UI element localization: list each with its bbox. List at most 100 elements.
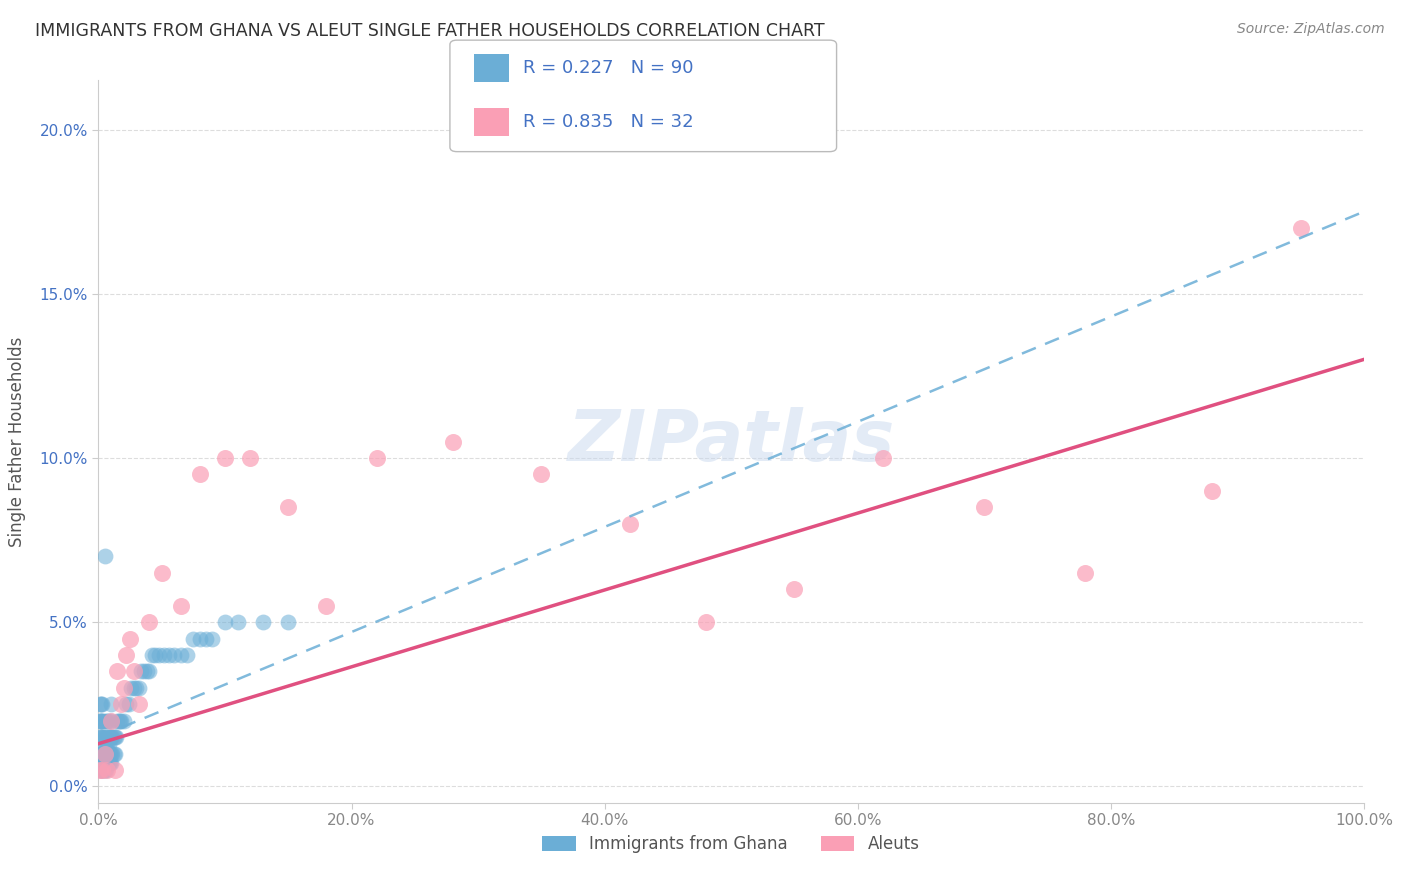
Point [1074, 566, 1097, 580]
Point [148, 648, 170, 662]
Point [239, 450, 262, 465]
Point [98, 730, 121, 744]
Point [108, 714, 131, 728]
Point [100, 714, 122, 728]
Point [783, 582, 806, 597]
Point [89, 714, 111, 728]
Text: IMMIGRANTS FROM GHANA VS ALEUT SINGLE FATHER HOUSEHOLDS CORRELATION CHART: IMMIGRANTS FROM GHANA VS ALEUT SINGLE FA… [35, 22, 825, 40]
Point [125, 681, 148, 695]
Point [277, 500, 299, 515]
Point [89, 763, 111, 777]
Point [132, 665, 155, 679]
Point [94, 763, 117, 777]
Point [104, 730, 127, 744]
Point [93, 739, 117, 754]
Point [145, 648, 166, 662]
Point [441, 434, 464, 449]
Point [98, 747, 121, 761]
Point [128, 681, 150, 695]
Point [94, 714, 117, 728]
Point [201, 632, 224, 646]
Point [157, 648, 180, 662]
Point [973, 500, 995, 515]
Point [214, 615, 236, 630]
Point [530, 467, 553, 482]
Point [1201, 483, 1223, 498]
Point [93, 747, 115, 761]
Point [93, 756, 117, 771]
Point [100, 747, 122, 761]
Point [89, 763, 111, 777]
Point [120, 681, 142, 695]
Text: R = 0.227   N = 90: R = 0.227 N = 90 [523, 59, 693, 77]
Point [100, 756, 122, 771]
Point [100, 714, 122, 728]
Point [91, 714, 114, 728]
Point [872, 450, 894, 465]
Point [226, 615, 249, 630]
Point [163, 648, 186, 662]
Point [94, 730, 117, 744]
Point [103, 730, 125, 744]
Point [131, 665, 153, 679]
Point [122, 681, 145, 695]
Point [153, 648, 176, 662]
Point [93, 549, 117, 564]
Point [98, 756, 121, 771]
Point [176, 648, 198, 662]
Point [94, 756, 117, 771]
Point [96, 756, 118, 771]
Point [97, 714, 120, 728]
Point [96, 747, 118, 761]
Point [107, 714, 129, 728]
Point [107, 665, 129, 679]
Point [91, 747, 114, 761]
Point [105, 730, 128, 744]
Point [277, 615, 299, 630]
Point [97, 737, 120, 751]
Point [103, 747, 125, 761]
Point [90, 698, 112, 712]
Point [214, 450, 236, 465]
Point [90, 763, 112, 777]
Point [128, 698, 150, 712]
Point [366, 450, 388, 465]
Point [91, 763, 114, 777]
Point [93, 763, 115, 777]
Point [183, 632, 205, 646]
Point [96, 737, 118, 751]
Point [94, 747, 117, 761]
Point [91, 747, 114, 761]
Point [1289, 221, 1312, 235]
Point [169, 599, 191, 613]
Point [100, 730, 122, 744]
Point [115, 698, 138, 712]
Point [122, 665, 145, 679]
Point [89, 698, 111, 712]
Point [90, 714, 112, 728]
Point [101, 747, 124, 761]
Point [89, 747, 111, 761]
Point [112, 714, 135, 728]
Point [91, 730, 114, 744]
Point [97, 730, 120, 744]
Y-axis label: Single Father Households: Single Father Households [8, 336, 25, 547]
Point [89, 730, 111, 744]
Point [101, 730, 124, 744]
Point [118, 698, 141, 712]
Point [93, 747, 117, 761]
Point [93, 763, 117, 777]
Point [135, 665, 157, 679]
Point [93, 714, 115, 728]
Point [91, 763, 114, 777]
Point [93, 747, 117, 761]
Point [96, 714, 118, 728]
Point [169, 648, 191, 662]
Point [96, 763, 118, 777]
Point [110, 698, 132, 712]
Point [115, 648, 138, 662]
Point [97, 747, 120, 761]
Point [315, 599, 337, 613]
Legend: Immigrants from Ghana, Aleuts: Immigrants from Ghana, Aleuts [536, 828, 927, 860]
Point [120, 632, 141, 646]
